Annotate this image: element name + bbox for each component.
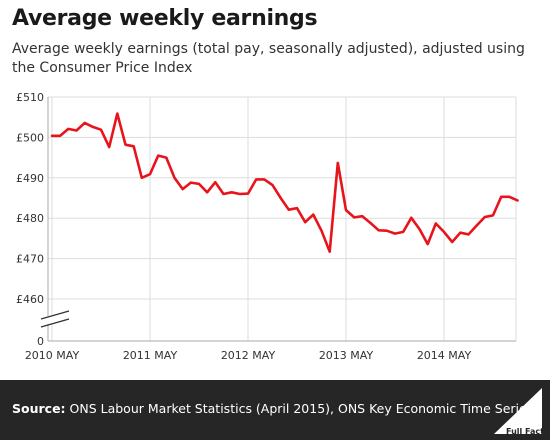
y-tick-label: £470 — [16, 253, 44, 266]
y-tick-label: £500 — [16, 131, 44, 144]
x-tick-label: 2013 MAY — [319, 349, 374, 362]
x-tick-label: 2011 MAY — [123, 349, 178, 362]
y-tick-label: £490 — [16, 172, 44, 185]
x-tick-label: 2012 MAY — [221, 349, 276, 362]
logo-text: Full Fact — [506, 427, 544, 436]
gridlines — [48, 96, 517, 341]
series-line-earnings — [50, 112, 519, 253]
chart-subtitle: Average weekly earnings (total pay, seas… — [12, 41, 525, 76]
axis-break-gap — [40, 316, 56, 324]
source-label: Source: — [12, 401, 66, 416]
y-tick-label: 0 — [37, 335, 44, 348]
axes — [40, 97, 516, 342]
x-tick-label: 2014 MAY — [417, 349, 472, 362]
axis-break-mark — [40, 310, 70, 320]
full-fact-logo-icon — [494, 388, 542, 434]
source-text: ONS Labour Market Statistics (April 2015… — [69, 401, 534, 416]
footer-bar: Source: ONS Labour Market Statistics (Ap… — [0, 380, 550, 440]
series-lines — [50, 112, 519, 253]
y-tick-label: £460 — [16, 293, 44, 306]
y-tick-label: £510 — [16, 91, 44, 104]
chart-title: Average weekly earnings — [12, 6, 318, 31]
y-tick-label: £480 — [16, 212, 44, 225]
source-note: Source: ONS Labour Market Statistics (Ap… — [12, 401, 533, 416]
x-tick-label: 2010 MAY — [25, 349, 80, 362]
axis-break-mark — [40, 318, 70, 328]
